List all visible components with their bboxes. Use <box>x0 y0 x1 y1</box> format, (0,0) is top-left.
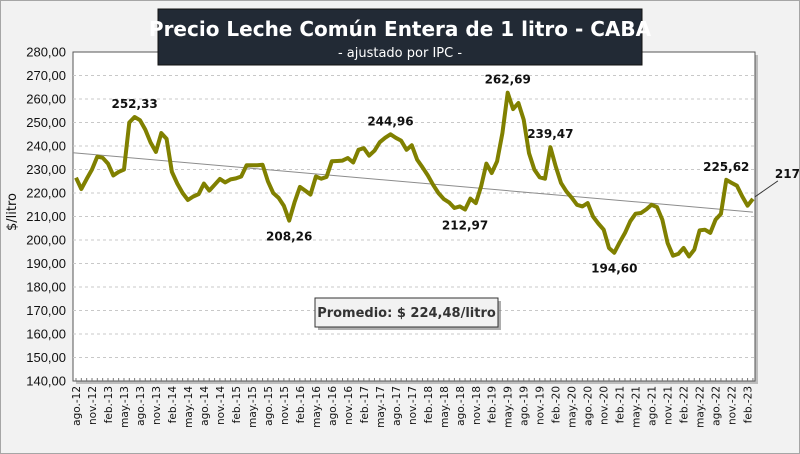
x-tick-label: ago.-16 <box>327 386 339 426</box>
data-label: 252,33 <box>111 97 157 111</box>
x-tick-label: nov.-16 <box>343 386 355 425</box>
data-label: 244,96 <box>367 114 413 128</box>
x-tick-label: ago.-13 <box>135 386 147 426</box>
x-tick-label: may.-22 <box>695 386 707 428</box>
x-tick-label: feb.-22 <box>679 386 691 423</box>
y-axis-ticks: 140,00 150,00 160,00 170,00 180,00 190,00 200,… <box>26 45 66 389</box>
x-tick-label: nov.-15 <box>279 386 291 425</box>
x-tick-label: feb.-14 <box>167 386 179 424</box>
x-tick-label: feb.-17 <box>359 386 371 423</box>
y-tick-label: 270,00 <box>26 68 66 83</box>
x-tick-label: nov.-18 <box>471 386 483 425</box>
x-tick-label: nov.-17 <box>407 386 419 425</box>
data-label: 239,47 <box>527 127 573 141</box>
x-axis-ticks: ago.-12 nov.-12 feb.-13 may.-13 ago.-13 nov.-… <box>71 378 755 428</box>
x-tick-label: may.-21 <box>631 386 643 428</box>
x-tick-label: feb.-19 <box>487 386 499 423</box>
title-box: Precio Leche Común Entera de 1 litro - C… <box>149 8 652 66</box>
data-labels: 252,33 208,26 244,96 212,97 262,69 239,47 194,… <box>111 73 800 276</box>
y-tick-label: 200,00 <box>26 233 66 248</box>
x-tick-label: may.-16 <box>311 386 323 428</box>
y-tick-label: 190,00 <box>26 256 66 271</box>
x-tick-label: feb.-13 <box>103 386 115 423</box>
x-tick-label: nov.-12 <box>87 386 99 425</box>
callout-line <box>754 180 779 198</box>
x-tick-label: may.-17 <box>375 386 387 428</box>
y-tick-label: 180,00 <box>26 280 66 295</box>
x-tick-label: nov.-20 <box>599 386 611 425</box>
data-label: 212,97 <box>442 219 488 233</box>
data-label: 225,62 <box>703 160 749 174</box>
y-axis-label: $/litro <box>5 193 20 231</box>
y-tick-label: 260,00 <box>26 92 66 107</box>
chart-subtitle: - ajustado por IPC - <box>338 46 462 61</box>
chart-title: Precio Leche Común Entera de 1 litro - C… <box>149 17 652 41</box>
y-tick-label: 220,00 <box>26 186 66 201</box>
data-label: 217,50 <box>775 167 800 181</box>
x-tick-label: ago.-18 <box>455 386 467 426</box>
y-tick-label: 170,00 <box>26 303 66 318</box>
x-tick-label: feb.-23 <box>743 386 755 423</box>
y-tick-label: 160,00 <box>26 327 66 342</box>
data-label: 208,26 <box>266 230 312 244</box>
data-label: 262,69 <box>485 73 531 87</box>
x-tick-label: may.-18 <box>439 386 451 428</box>
y-tick-label: 150,00 <box>26 350 66 365</box>
x-tick-label: may.-20 <box>567 386 579 428</box>
data-points <box>75 92 754 257</box>
y-tick-label: 230,00 <box>26 162 66 177</box>
y-tick-label: 240,00 <box>26 139 66 154</box>
x-tick-label: ago.-20 <box>583 386 595 426</box>
x-tick-label: may.-15 <box>247 386 259 428</box>
x-tick-label: feb.-16 <box>295 386 307 424</box>
y-tick-label: 140,00 <box>26 374 66 389</box>
average-box: Promedio: $ 224,48/litro <box>314 297 501 330</box>
series-line <box>74 90 755 259</box>
x-tick-label: nov.-13 <box>151 386 163 425</box>
x-tick-label: feb.-21 <box>615 386 627 423</box>
x-tick-label: ago.-12 <box>71 386 83 426</box>
x-tick-label: ago.-22 <box>711 386 723 426</box>
x-tick-label: nov.-14 <box>215 386 227 425</box>
x-tick-label: ago.-17 <box>391 386 403 426</box>
x-tick-label: feb.-20 <box>551 386 563 423</box>
y-tick-label: 280,00 <box>26 45 66 60</box>
x-tick-label: feb.-18 <box>423 386 435 423</box>
x-tick-label: nov.-21 <box>663 386 675 425</box>
x-tick-label: ago.-19 <box>519 386 531 426</box>
x-tick-label: may.-13 <box>119 386 131 428</box>
data-label: 194,60 <box>591 262 637 276</box>
y-tick-label: 210,00 <box>26 209 66 224</box>
x-tick-label: ago.-14 <box>199 386 211 426</box>
x-tick-label: feb.-15 <box>231 386 243 423</box>
x-tick-label: may.-19 <box>503 386 515 428</box>
x-tick-label: ago.-21 <box>647 386 659 426</box>
x-tick-label: nov.-22 <box>727 386 739 425</box>
trendline <box>72 152 753 213</box>
y-tick-label: 250,00 <box>26 115 66 130</box>
x-tick-label: ago.-15 <box>263 386 275 426</box>
x-tick-label: may.-14 <box>183 386 195 428</box>
x-tick-label: nov.-19 <box>535 386 547 425</box>
average-label: Promedio: $ 224,48/litro <box>317 306 496 321</box>
